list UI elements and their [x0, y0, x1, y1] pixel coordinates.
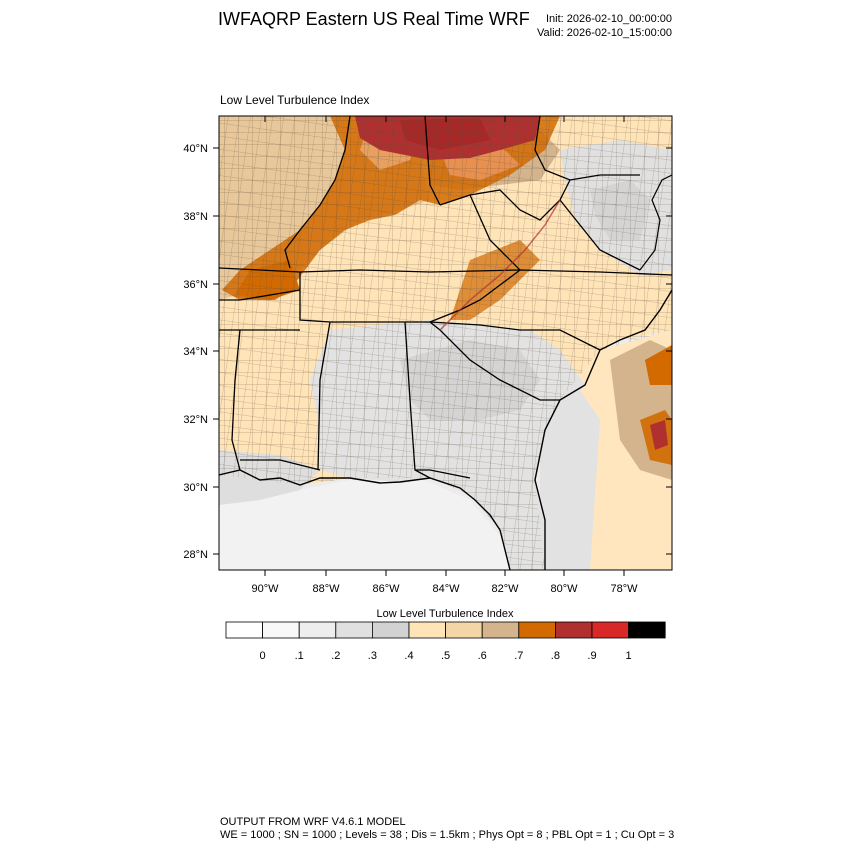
colorbar-box-6: [445, 621, 483, 639]
map-field: [219, 116, 672, 570]
colorbar-box-0: [225, 621, 263, 639]
footer-model-line: OUTPUT FROM WRF V4.6.1 MODEL: [220, 816, 406, 828]
lat-label-38: 38°N: [183, 211, 208, 223]
lon-label-88w: 88°W: [312, 583, 340, 595]
colorbar-box-11: [628, 621, 666, 639]
state-boundaries: [219, 116, 672, 479]
lat-label-36: 36°N: [183, 279, 208, 291]
appalachian-ridge: [439, 199, 561, 331]
lon-label-86w: 86°W: [372, 583, 400, 595]
lon-label-84w: 84°W: [432, 583, 460, 595]
valid-time: Valid: 2026-02-10_15:00:00: [537, 27, 672, 39]
lat-label-30: 30°N: [183, 482, 208, 494]
colorbar-label-5: .5: [441, 650, 451, 662]
colorbar-box-9: [555, 621, 593, 639]
gulf-area: [219, 478, 520, 570]
main-title: IWFAQRP Eastern US Real Time WRF: [218, 9, 530, 29]
lat-label-32: 32°N: [183, 414, 208, 426]
colorbar-label-4: .4: [404, 650, 414, 662]
colorbar-label-3: .3: [367, 650, 377, 662]
colorbar-label-8: .8: [550, 650, 560, 662]
colorbar-box-7: [481, 621, 520, 639]
colorbar-label-6: .6: [477, 650, 487, 662]
colorbar-box-5: [408, 621, 446, 639]
colorbar-label-2: .2: [331, 650, 341, 662]
lon-ticks: [264, 116, 625, 576]
lat-label-34: 34°N: [183, 346, 208, 358]
atlantic-coastline: [534, 289, 672, 570]
colorbar-box-1: [262, 621, 300, 639]
colorbar-box-10: [591, 621, 629, 639]
gulf-coastline: [219, 469, 511, 570]
lat-ticks: [213, 147, 672, 555]
colorbar-box-2: [298, 621, 337, 639]
lat-label-40: 40°N: [183, 143, 208, 155]
lon-label-78w: 78°W: [610, 583, 638, 595]
init-time: Init: 2026-02-10_00:00:00: [546, 13, 672, 25]
colorbar-label-1: .1: [294, 650, 304, 662]
colorbar-label-0: 0: [259, 650, 266, 662]
chesapeake-coastline: [639, 174, 672, 271]
lat-label-28: 28°N: [183, 549, 208, 561]
colorbar-label-7: .7: [514, 650, 524, 662]
lon-label-90w: 90°W: [251, 583, 279, 595]
colorbar-label-9: .9: [587, 650, 597, 662]
colorbar-box-8: [518, 621, 556, 639]
colorbar-label-10: 1: [625, 650, 632, 662]
footer-config-line: WE = 1000 ; SN = 1000 ; Levels = 38 ; Di…: [220, 829, 675, 841]
colorbar: [225, 621, 666, 639]
plot-subtitle: Low Level Turbulence Index: [220, 93, 370, 107]
colorbar-title: Low Level Turbulence Index: [376, 608, 514, 620]
colorbar-box-4: [371, 621, 410, 639]
colorbar-box-3: [335, 621, 373, 639]
lon-label-82w: 82°W: [491, 583, 519, 595]
lon-label-80w: 80°W: [550, 583, 578, 595]
